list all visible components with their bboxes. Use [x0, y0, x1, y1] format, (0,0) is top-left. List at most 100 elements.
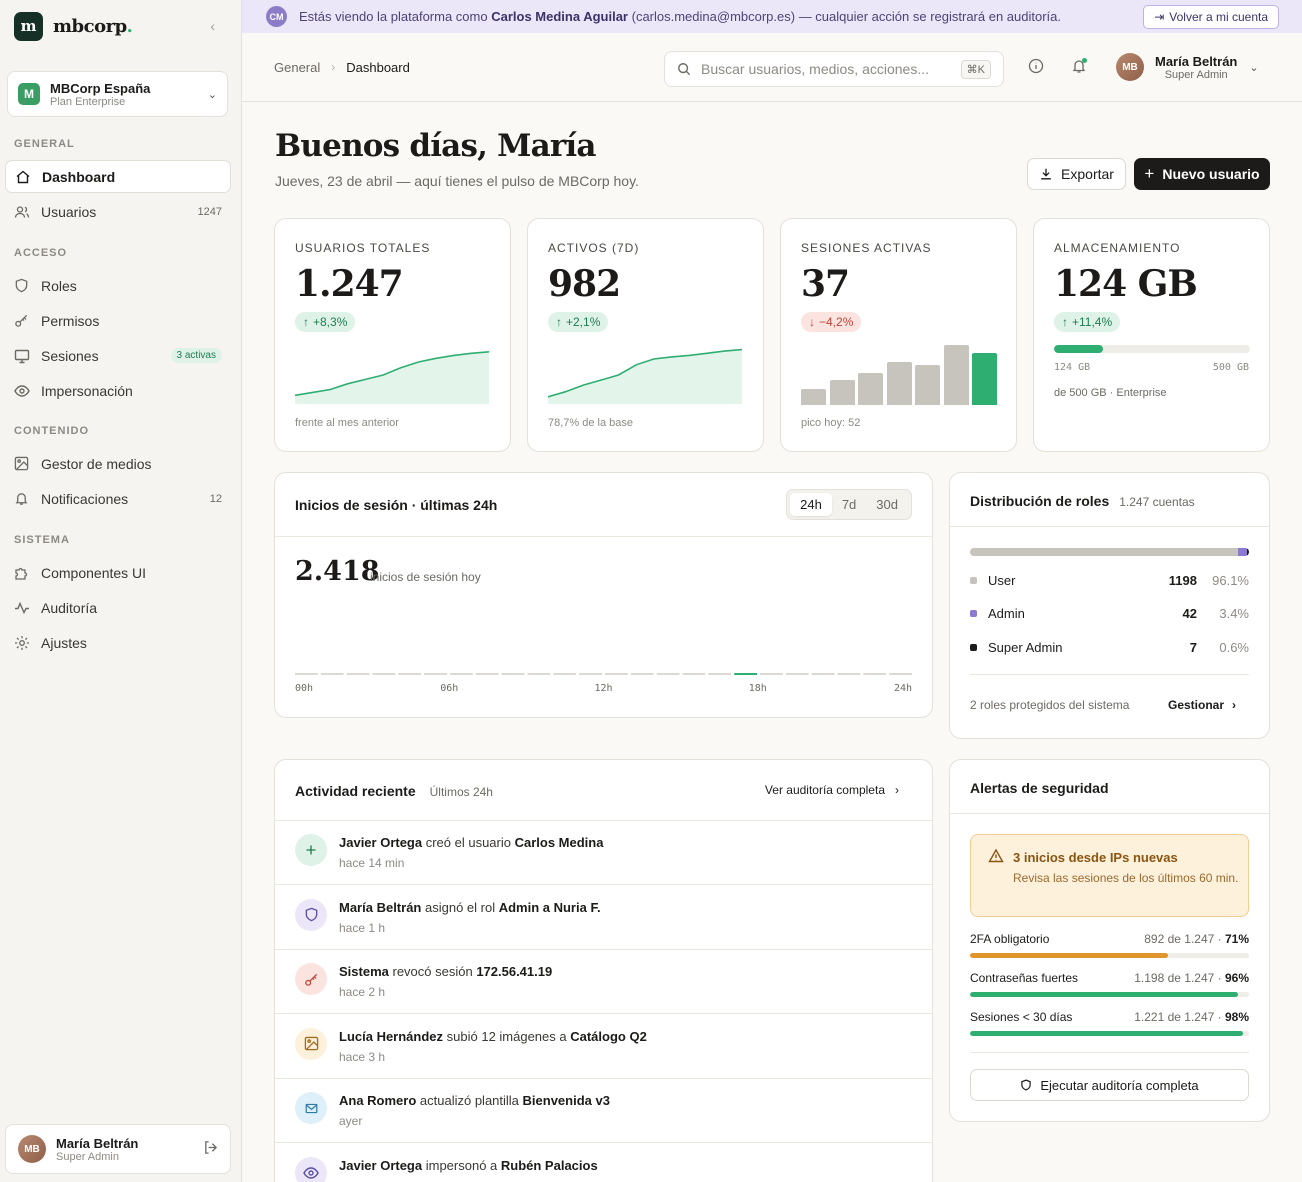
sidebar-item-impersonacion[interactable]: Impersonación	[5, 374, 231, 407]
breadcrumb: General › Dashboard	[274, 60, 410, 75]
arrow-up-icon: ↑	[556, 315, 562, 329]
logins-chart: 00h 06h 12h 18h 24h	[295, 673, 912, 694]
stat-delta-badge: ↓ −4,2%	[801, 312, 862, 332]
roles-title-text: Distribución de roles	[970, 493, 1110, 509]
info-icon[interactable]	[1028, 58, 1044, 77]
range-7d[interactable]: 7d	[841, 497, 857, 512]
logins-title: Inicios de sesión · últimas 24h	[295, 497, 498, 513]
sparkline-chart	[295, 351, 489, 404]
bell-icon[interactable]	[1071, 58, 1087, 77]
stat-delta-value: +8,3%	[313, 315, 348, 329]
activity-text: Sistema revocó sesión 172.56.41.19	[339, 964, 552, 979]
stat-label: SESIONES ACTIVAS	[801, 241, 932, 255]
manage-roles-link[interactable]: Gestionar ›	[1168, 698, 1236, 712]
stat-foot: 78,7% de la base	[548, 417, 634, 429]
activity-action: revocó sesión	[388, 964, 477, 979]
logo-name: mbcorp	[53, 15, 127, 37]
impersonation-banner: CM Estás viendo la plataforma como Carlo…	[242, 0, 1302, 33]
exit-icon: ⇥	[1154, 9, 1165, 24]
roles-title: Distribución de roles 1.247 cuentas	[970, 493, 1195, 509]
sessions-bar-chart	[801, 343, 997, 405]
shield-icon	[14, 278, 30, 294]
sidebar-item-auditoria[interactable]: Auditoría	[5, 591, 231, 624]
breadcrumb-current: Dashboard	[346, 59, 410, 75]
page-title: Buenos días, María	[275, 128, 597, 164]
range-24h[interactable]: 24h	[790, 493, 832, 516]
org-switcher[interactable]: M MBCorp España Plan Enterprise ⌄	[7, 71, 228, 117]
sidebar-item-ajustes[interactable]: Ajustes	[5, 626, 231, 659]
range-30d[interactable]: 30d	[876, 497, 898, 512]
role-row-user[interactable]: User 1198 96.1%	[970, 570, 1249, 590]
storage-used: 124 GB	[1054, 362, 1091, 373]
export-button[interactable]: Exportar	[1027, 158, 1126, 190]
meter-fill	[970, 953, 1169, 958]
sidebar-user-role: Super Admin	[56, 1150, 119, 1163]
logins-card-header: Inicios de sesión · últimas 24h 24h 7d 30d	[275, 473, 932, 537]
login-bar	[889, 673, 912, 675]
activity-row[interactable]: Lucía Hernández subió 12 imágenes a Catá…	[275, 1015, 932, 1079]
activity-target: Catálogo Q2	[570, 1028, 647, 1044]
download-icon	[1039, 167, 1053, 181]
sidebar-item-notificaciones[interactable]: Notificaciones 12	[5, 482, 231, 515]
sidebar-item-label: Sesiones	[41, 347, 99, 364]
new-user-button[interactable]: + Nuevo usuario	[1134, 158, 1270, 190]
security-meter-sesiones-30-dias: Sesiones < 30 días 1.221 de 1.247 · 98%	[970, 1010, 1249, 1036]
sidebar-item-usuarios[interactable]: Usuarios 1247	[5, 195, 231, 228]
image-icon	[14, 456, 30, 472]
back-to-account-button[interactable]: ⇥ Volver a mi cuenta	[1143, 4, 1279, 29]
meter-header: Contraseñas fuertes 1.198 de 1.247 · 96%	[970, 971, 1249, 985]
activity-text: María Beltrán asignó el rol Admin a Nuri…	[339, 900, 601, 915]
activity-row[interactable]: María Beltrán asignó el rol Admin a Nuri…	[275, 886, 932, 950]
login-bar	[785, 673, 809, 675]
activity-target: Bienvenida v3	[522, 1093, 610, 1108]
activity-text: Javier Ortega creó el usuario Carlos Med…	[339, 835, 603, 850]
stat-card-usuarios-totales: USUARIOS TOTALES 1.247 ↑ +8,3% frente al mes…	[274, 218, 511, 452]
activity-time: hace 1 h	[339, 920, 386, 935]
sidebar-item-componentes-ui[interactable]: Componentes UI	[5, 556, 231, 589]
activity-subtitle: Últimos 24h	[429, 785, 493, 799]
activity-time: ayer	[339, 1114, 363, 1128]
avatar: MB	[18, 1135, 46, 1163]
activity-actor: Sistema	[339, 964, 389, 979]
logout-icon[interactable]	[203, 1140, 218, 1158]
sidebar-item-dashboard[interactable]: Dashboard	[5, 160, 231, 193]
run-audit-button[interactable]: Ejecutar auditoría completa	[970, 1069, 1249, 1101]
logo-mark[interactable]: m	[14, 11, 43, 41]
security-meter-2fa-obligatorio: 2FA obligatorio 892 de 1.247 · 71%	[970, 932, 1249, 958]
sidebar-item-permisos[interactable]: Permisos	[5, 304, 231, 337]
eye-icon	[14, 383, 30, 399]
search-input[interactable]	[701, 61, 961, 77]
stat-delta-value: +11,4%	[1072, 315, 1113, 329]
export-label: Exportar	[1061, 166, 1114, 182]
role-count: 1198	[1168, 572, 1197, 588]
security-alert[interactable]: 3 inicios desde IPs nuevas Revisa las se…	[970, 834, 1249, 917]
sidebar-user-card[interactable]: MB María Beltrán Super Admin	[5, 1124, 231, 1174]
activity-row[interactable]: Javier Ortega creó el usuario Carlos Med…	[275, 821, 932, 885]
login-bar	[424, 673, 447, 675]
activity-row[interactable]: Sistema revocó sesión 172.56.41.19 hace 2…	[275, 950, 932, 1014]
activity-action: asignó el rol	[421, 899, 499, 915]
shield-icon	[295, 898, 327, 931]
meter-track	[970, 953, 1249, 958]
security-title: Alertas de seguridad	[970, 780, 1109, 796]
sidebar-item-label: Roles	[41, 277, 77, 294]
breadcrumb-root[interactable]: General	[274, 59, 321, 75]
role-row-admin[interactable]: Admin 42 3.4%	[970, 604, 1249, 624]
stat-delta-value: +2,1%	[566, 315, 601, 329]
logo-text[interactable]: mbcorp.	[53, 15, 133, 37]
storage-progress	[1054, 345, 1250, 353]
role-row-super-admin[interactable]: Super Admin 7 0.6%	[970, 637, 1249, 657]
activity-row[interactable]: Javier Ortega impersonó a Rubén Palacios	[275, 1144, 932, 1182]
sidebar-item-roles[interactable]: Roles	[5, 269, 231, 302]
meter-value: 1.221 de 1.247 · 98%	[1134, 1010, 1249, 1024]
roles-foot: 2 roles protegidos del sistema	[970, 698, 1130, 712]
role-count: 42	[1182, 606, 1197, 621]
collapse-sidebar-icon[interactable]: ‹	[210, 18, 215, 34]
sidebar-item-sesiones[interactable]: Sesiones 3 activas	[5, 339, 231, 372]
sidebar-item-gestor-de-medios[interactable]: Gestor de medios	[5, 447, 231, 480]
activity-row[interactable]: Ana Romero actualizó plantilla Bienvenid…	[275, 1079, 932, 1143]
full-audit-link[interactable]: Ver auditoría completa ›	[765, 783, 899, 797]
plus-icon	[295, 834, 327, 866]
sparkline-area	[548, 349, 742, 404]
topbar-user-menu[interactable]: MB María Beltrán Super Admin ⌄	[1116, 53, 1259, 81]
